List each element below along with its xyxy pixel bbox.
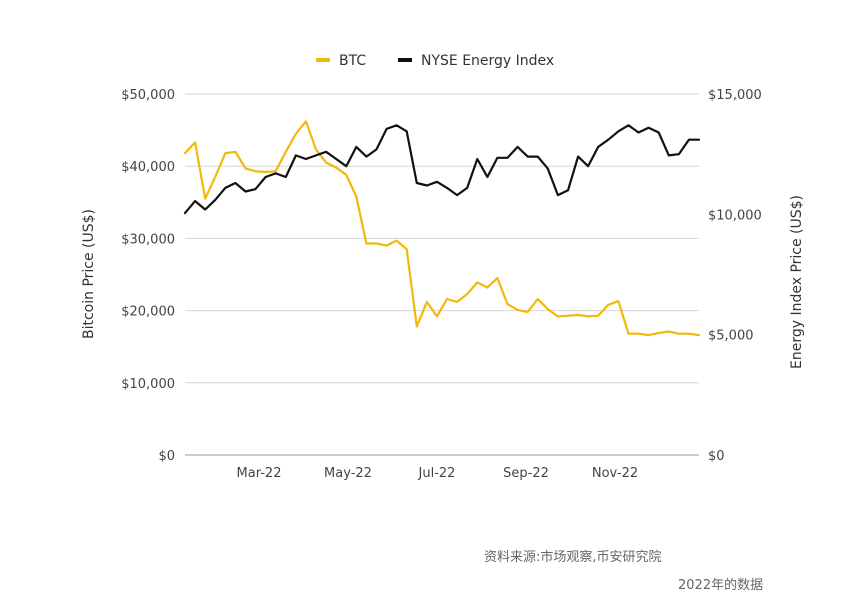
right-tick-label: $10,000 <box>708 208 762 223</box>
right-axis-ticks: $0 $5,000 $10,000 $15,000 <box>708 88 762 464</box>
gridlines <box>185 93 699 456</box>
x-tick-label: Mar-22 <box>237 466 282 481</box>
x-tick-label: Nov-22 <box>592 466 638 481</box>
right-axis-title: Energy Index Price (US$) <box>789 195 805 369</box>
legend-item-btc[interactable]: BTC <box>316 53 366 69</box>
legend: BTC NYSE Energy Index <box>316 53 554 69</box>
legend-label-btc: BTC <box>339 53 366 69</box>
left-tick-label: $40,000 <box>121 160 175 175</box>
x-tick-label: Sep-22 <box>503 466 549 481</box>
left-axis-ticks: $0 $10,000 $20,000 $30,000 $40,000 $50,000 <box>121 88 175 464</box>
legend-item-energy[interactable]: NYSE Energy Index <box>398 53 554 69</box>
left-tick-label: $20,000 <box>121 305 175 320</box>
source-note: 资料来源:市场观察,币安研究院 <box>484 550 662 565</box>
left-tick-label: $50,000 <box>121 88 175 103</box>
series-line-nyse-energy-index <box>183 124 701 215</box>
series-lines <box>183 120 701 337</box>
right-tick-label: $15,000 <box>708 88 762 103</box>
legend-label-energy: NYSE Energy Index <box>421 53 554 69</box>
right-tick-label: $5,000 <box>708 329 754 344</box>
legend-swatch-energy <box>398 58 412 62</box>
x-axis-ticks: Mar-22 May-22 Jul-22 Sep-22 Nov-22 <box>237 466 639 481</box>
series-line-btc <box>183 120 701 337</box>
left-tick-label: $10,000 <box>121 377 175 392</box>
left-tick-label: $30,000 <box>121 232 175 247</box>
x-tick-label: May-22 <box>324 466 372 481</box>
x-tick-label: Jul-22 <box>418 466 456 481</box>
legend-swatch-btc <box>316 58 330 62</box>
left-axis-title: Bitcoin Price (US$) <box>81 209 97 339</box>
right-tick-label: $0 <box>708 449 725 464</box>
data-year-note: 2022年的数据 <box>678 578 764 593</box>
left-tick-label: $0 <box>158 449 175 464</box>
